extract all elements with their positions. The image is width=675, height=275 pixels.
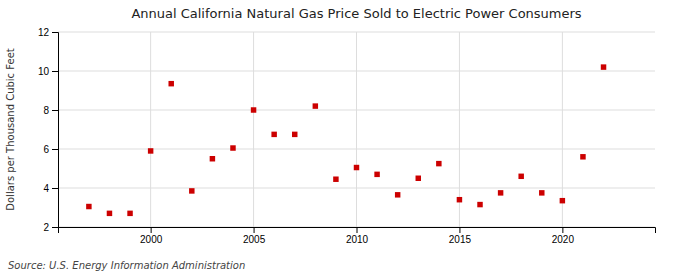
point: [580, 154, 585, 159]
point: [374, 172, 379, 177]
point: [313, 103, 318, 108]
grid-line: [253, 32, 254, 227]
point: [477, 202, 482, 207]
tick: 2: [43, 222, 58, 233]
tick-label: 4: [43, 183, 49, 194]
grid-line: [562, 32, 563, 227]
tick-mark: [357, 227, 358, 233]
point: [210, 156, 215, 161]
annotation: Source: U.S. Energy Information Administ…: [8, 260, 245, 271]
tick-mark: [52, 110, 58, 111]
tick-label: 2005: [243, 234, 266, 245]
tick: 2015: [449, 227, 472, 245]
y-axis-title: Dollars per Thousand Cubic Feet: [5, 48, 16, 211]
tick: 2020: [552, 227, 575, 245]
x-axis: 2000 2005 2010 2015 2020: [59, 227, 656, 245]
grid-line: [356, 32, 357, 227]
point: [601, 64, 606, 69]
tick: 12: [38, 27, 58, 38]
point: [560, 198, 565, 203]
tick-label: 2020: [552, 234, 575, 245]
tick-label: 6: [43, 144, 49, 155]
point: [251, 107, 256, 112]
chart: 2000 2005 2010 2015 2020 2 4 6 8 10 12 Annual Calif…: [0, 0, 675, 275]
grid: [58, 32, 655, 227]
tick-mark: [52, 71, 58, 72]
point: [457, 197, 462, 202]
tick-mark: [151, 227, 152, 233]
tick: 10: [38, 66, 58, 77]
point: [86, 204, 91, 209]
point: [436, 161, 441, 166]
tick: 2010: [346, 227, 369, 245]
tick-label: 8: [43, 105, 49, 116]
point: [539, 190, 544, 195]
tick-label: 2015: [449, 234, 472, 245]
plot-area: 2000 2005 2010 2015 2020 2 4 6 8 10 12: [38, 27, 656, 245]
point: [230, 145, 235, 150]
points: [86, 64, 606, 216]
tick-mark: [52, 188, 58, 189]
tick-label: 2000: [140, 234, 163, 245]
point: [271, 132, 276, 137]
tick-mark: [52, 227, 58, 228]
tick: 2000: [140, 227, 163, 245]
point: [333, 176, 338, 181]
point: [518, 174, 523, 179]
point: [395, 192, 400, 197]
tick: 2005: [243, 227, 266, 245]
tick-mark: [562, 227, 563, 233]
grid-line: [150, 32, 151, 227]
tick: 4: [43, 183, 58, 194]
tick: 8: [43, 105, 58, 116]
tick-mark: [459, 227, 460, 233]
point: [148, 148, 153, 153]
axis-line: [59, 228, 656, 234]
tick-mark: [254, 227, 255, 233]
point: [107, 211, 112, 216]
point: [168, 81, 173, 86]
point: [127, 211, 132, 216]
axis-line: [52, 33, 59, 228]
tick-mark: [52, 32, 58, 33]
point: [189, 188, 194, 193]
tick-label: 2: [43, 222, 49, 233]
tick-label: 2010: [346, 234, 369, 245]
title: Annual California Natural Gas Price Sold…: [131, 6, 581, 21]
tick-label: 10: [38, 66, 50, 77]
point: [498, 190, 503, 195]
tick: 6: [43, 144, 58, 155]
tick-mark: [52, 149, 58, 150]
point: [292, 132, 297, 137]
point: [416, 176, 421, 181]
point: [354, 165, 359, 170]
tick-label: 12: [38, 27, 50, 38]
y-axis: 2 4 6 8 10 12: [38, 27, 59, 233]
